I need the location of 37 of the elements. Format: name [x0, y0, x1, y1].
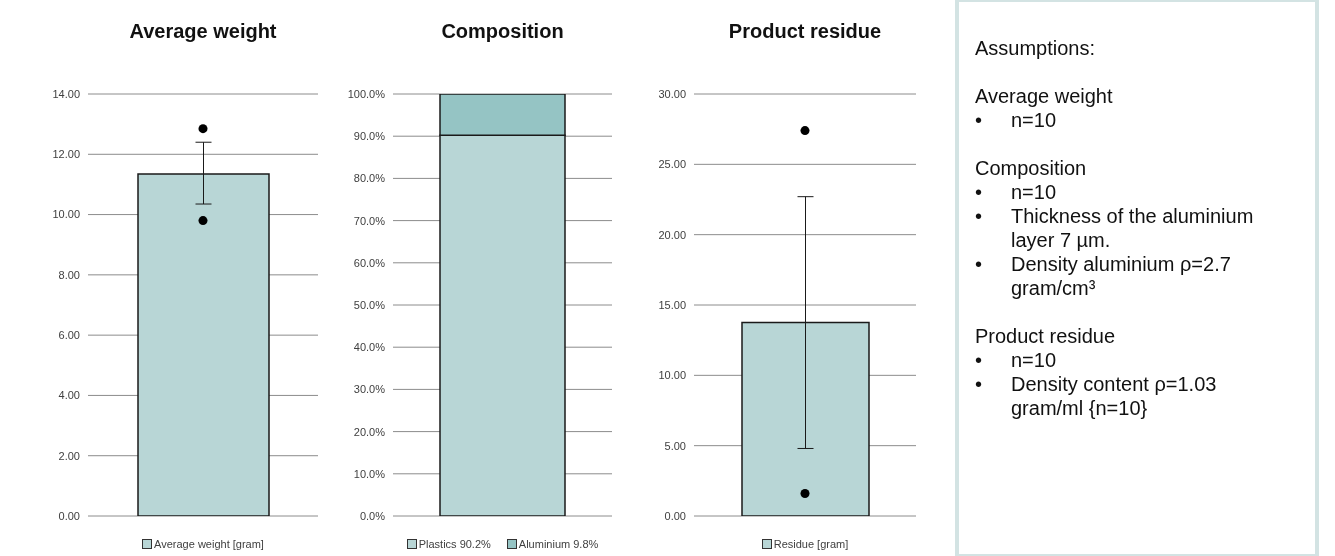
- y-tick-label: 4.00: [58, 389, 80, 402]
- y-tick-label: 10.00: [658, 369, 686, 382]
- y-tick-label: 60.0%: [353, 256, 386, 269]
- y-tick-label: 100.0%: [347, 87, 386, 100]
- y-tick-label: 25.00: [658, 158, 686, 171]
- chart-title: Average weight: [128, 20, 278, 43]
- y-tick-label: 70.0%: [353, 214, 386, 227]
- y-tick-label: 0.00: [664, 509, 686, 522]
- chart-title: Product residue: [727, 20, 883, 43]
- y-tick-label: 80.0%: [353, 172, 386, 185]
- y-tick-label: 2.00: [58, 449, 80, 462]
- text: Average weight • n=10: [975, 85, 1113, 131]
- y-tick-label: 6.00: [58, 329, 80, 342]
- y-tick-label: 12.00: [52, 148, 80, 161]
- text: Assumptions:: [975, 36, 1097, 60]
- legend-label: Average weight [gram]: [154, 538, 264, 550]
- legend-label: Aluminium 9.8%: [518, 538, 599, 550]
- y-tick-label: 8.00: [58, 268, 80, 281]
- y-tick-label: 14.00: [52, 87, 80, 100]
- y-tick-label: 5.00: [664, 439, 686, 452]
- legend-label: Residue [gram]: [773, 538, 849, 550]
- y-tick-label: 0.0%: [359, 509, 386, 522]
- y-tick-label: 40.0%: [353, 341, 386, 354]
- y-tick-label: 30.0%: [353, 383, 386, 396]
- y-tick-label: 10.0%: [353, 467, 386, 480]
- text: Composition • n=10 • Thickness of the aluminium layer 7 µm. • Density aluminium ρ=2.7 gram/cm³: [975, 157, 1254, 299]
- y-tick-label: 15.00: [658, 298, 686, 311]
- y-tick-label: 30.00: [658, 87, 686, 100]
- chart-title: Composition: [440, 20, 565, 43]
- y-tick-label: 90.0%: [353, 130, 386, 143]
- y-tick-label: 0.00: [58, 509, 80, 522]
- text: Product residue • n=10 • Density content ρ=1.03 gram/ml {n=10}: [975, 325, 1217, 419]
- y-tick-label: 20.00: [658, 228, 686, 241]
- y-tick-label: 10.00: [52, 208, 80, 221]
- y-tick-label: 50.0%: [353, 298, 386, 311]
- series-label: Plastics 90.2%: [418, 538, 491, 550]
- y-tick-label: 20.0%: [353, 425, 386, 438]
